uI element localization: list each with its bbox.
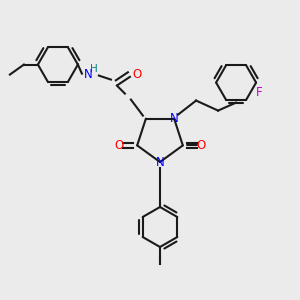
Text: N: N [83, 68, 92, 81]
Text: N: N [170, 112, 178, 125]
Text: H: H [90, 64, 98, 74]
Text: F: F [256, 86, 263, 99]
Text: O: O [115, 139, 124, 152]
Text: N: N [156, 155, 164, 169]
Text: O: O [132, 68, 142, 81]
Text: O: O [196, 139, 206, 152]
